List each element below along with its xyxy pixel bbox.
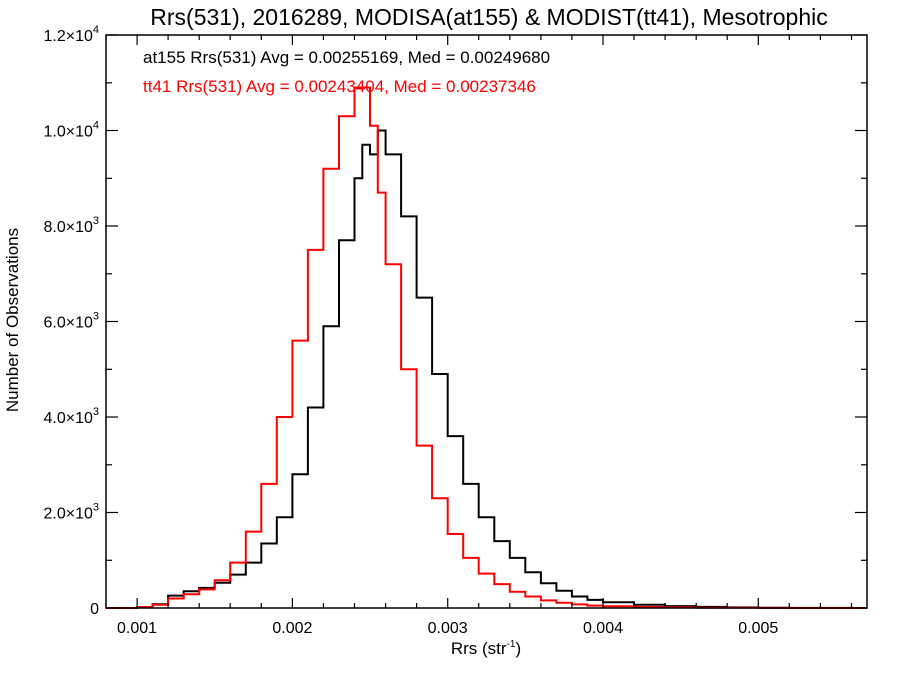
x-axis: 0.001 0.002 0.003 0.004 0.005 [105,35,853,637]
y-tick-label: 4.0×103 [43,406,99,427]
y-tick-label: 8.0×103 [43,215,99,236]
x-axis-label-sup: -1 [507,639,516,650]
y-tick-label: 6.0×103 [43,311,99,332]
x-tick-label: 0.003 [428,620,468,637]
x-tick-label: 0.004 [583,620,623,637]
y-tick-label: 0 [90,601,99,618]
y-tick-label: 1.2×104 [43,24,99,45]
x-tick-label: 0.002 [272,620,312,637]
y-axis-label: Number of Observations [3,228,22,412]
x-axis-label-base: Rrs (str [451,639,507,658]
y-tick-label: 1.0×104 [43,120,99,141]
x-axis-label-tail: ) [515,639,521,658]
plot-area [106,86,867,609]
plot-frame [105,34,868,609]
legend-tt41-annotation: tt41 Rrs(531) Avg = 0.00243404, Med = 0.… [143,77,536,96]
y-axis: 0 2.0×103 4.0×103 6.0×103 8.0×103 1.0×104 1.2×… [43,24,867,618]
x-tick-label: 0.001 [117,620,157,637]
series-line-at155 [106,129,867,609]
x-tick-label: 0.005 [738,620,778,637]
legend-at155-annotation: at155 Rrs(531) Avg = 0.00255169, Med = 0… [143,48,550,67]
chart-title: Rrs(531), 2016289, MODISA(at155) & MODIS… [150,4,827,30]
series-line-tt41 [106,86,867,609]
x-axis-label: Rrs (str-1) [451,639,521,658]
y-tick-label: 2.0×103 [43,502,99,523]
